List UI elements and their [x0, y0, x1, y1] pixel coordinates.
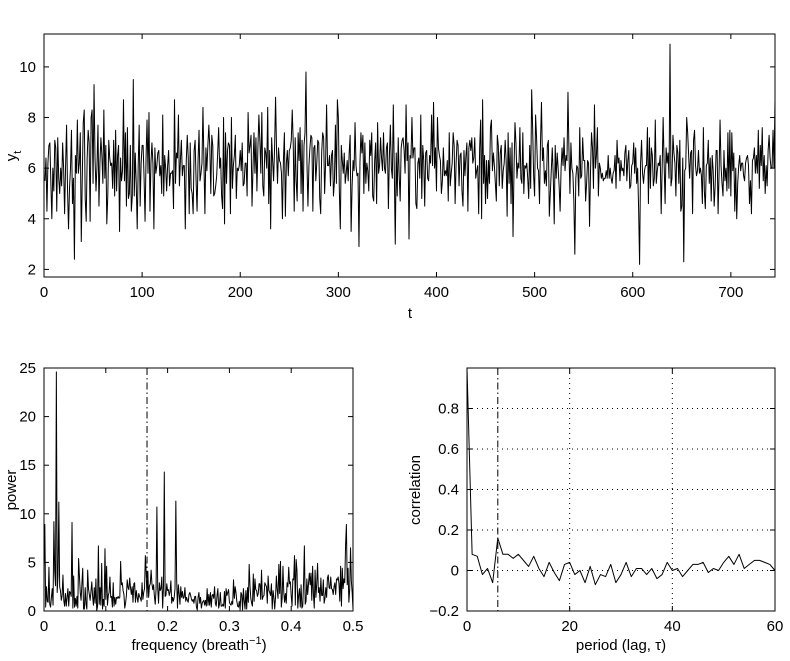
- power-spectrum-panel: 0 0.1 0.2 0.3 0.4 0.5 0 5 10 15 20 25 frequency (br…: [3, 360, 363, 654]
- timeseries-x-tick-label: 300: [326, 284, 351, 301]
- power-spectrum-x-tick-label: 0.1: [95, 618, 116, 635]
- power-spectrum-x-axis-label-main: frequency (breath: [131, 637, 249, 654]
- timeseries-x-tick-label: 600: [620, 284, 645, 301]
- power-spectrum-y-tick-label: 20: [19, 409, 36, 426]
- timeseries-y-axis-label-main: y: [3, 153, 20, 161]
- timeseries-series-line: [44, 43, 776, 265]
- power-spectrum-y-axis-label: power: [3, 470, 20, 511]
- timeseries-axes-box: [43, 33, 776, 278]
- autocorrelation-y-tick-label: −0.2: [429, 603, 459, 620]
- power-spectrum-x-tick-label: 0: [40, 618, 48, 635]
- timeseries-y-tick-label: 10: [19, 59, 36, 76]
- power-spectrum-y-tick-label: 10: [19, 506, 36, 523]
- power-spectrum-y-tick-label: 25: [19, 360, 36, 377]
- autocorrelation-series-line: [466, 367, 776, 586]
- autocorrelation-x-tick-label: 40: [664, 618, 681, 635]
- timeseries-x-tick-label: 400: [424, 284, 449, 301]
- autocorrelation-y-tick-label: 0: [451, 563, 459, 580]
- autocorrelation-x-axis-label-main: period (lag,: [576, 637, 655, 654]
- timeseries-x-tick-label: 500: [522, 284, 547, 301]
- timeseries-y-tick-label: 6: [28, 160, 36, 177]
- timeseries-y-tick-label: 8: [28, 110, 36, 127]
- autocorrelation-x-tick-label: 20: [561, 618, 578, 635]
- power-spectrum-axes-box: [43, 367, 354, 612]
- timeseries-x-tick-label: 700: [718, 284, 743, 301]
- autocorrelation-x-axis-label-end: ): [661, 637, 666, 654]
- power-spectrum-x-tick-label: 0.2: [157, 618, 178, 635]
- timeseries-x-tick-label: 100: [130, 284, 155, 301]
- power-spectrum-plot-area: [44, 368, 353, 611]
- power-spectrum-x-tick-label: 0.4: [281, 618, 302, 635]
- power-spectrum-x-tick-label: 0.3: [219, 618, 240, 635]
- autocorrelation-y-tick-label: 0.6: [438, 441, 459, 458]
- autocorrelation-y-tick-label: 0.2: [438, 522, 459, 539]
- power-spectrum-x-axis-label: frequency (breath−1): [131, 635, 266, 654]
- power-spectrum-x-axis-label-end: ): [262, 637, 267, 654]
- autocorrelation-y-tick-label: 0.4: [438, 482, 459, 499]
- power-spectrum-x-tick-label: 0.5: [343, 618, 364, 635]
- timeseries-y-tick-label: 2: [28, 261, 36, 278]
- power-spectrum-x-axis-label-sup: −1: [249, 635, 262, 647]
- timeseries-x-tick-label: 200: [228, 284, 253, 301]
- autocorrelation-x-tick-label: 0: [463, 618, 471, 635]
- autocorrelation-x-axis-label-symbol: τ: [655, 637, 661, 654]
- timeseries-y-tick-label: 4: [28, 211, 36, 228]
- autocorrelation-y-axis-label: correlation: [407, 455, 424, 525]
- power-spectrum-y-tick-label: 5: [28, 554, 36, 571]
- autocorrelation-y-tick-label: 0.8: [438, 401, 459, 418]
- timeseries-y-axis-label: yt: [3, 151, 24, 162]
- power-spectrum-y-tick-label: 0: [28, 603, 36, 620]
- autocorrelation-panel: 0 20 40 60−0.200.20.40.60.8 period (lag, τ)…: [407, 367, 784, 654]
- autocorrelation-plot-area: [467, 368, 775, 611]
- timeseries-x-tick-label: 0: [40, 284, 48, 301]
- power-spectrum-y-tick-label: 15: [19, 457, 36, 474]
- autocorrelation-x-axis-label: period (lag, τ): [576, 637, 666, 654]
- autocorrelation-x-tick-label: 60: [767, 618, 784, 635]
- timeseries-x-axis-label: t: [408, 305, 413, 322]
- timeseries-y-axis-label-sub: t: [12, 151, 24, 154]
